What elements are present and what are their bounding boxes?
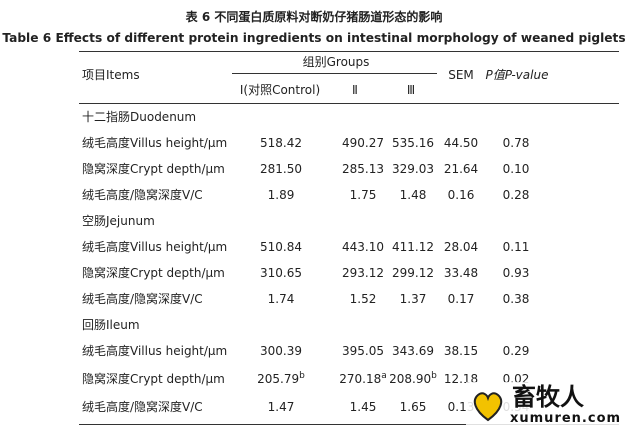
row-label: 隐窝深度Crypt depth/μm <box>82 162 225 176</box>
cell: 510.84 <box>260 240 302 254</box>
cell: 270.18a <box>339 371 387 387</box>
cell: 0.28 <box>502 188 530 202</box>
group-header: Ⅰ(对照Control) <box>239 83 321 97</box>
cell: 0.93 <box>502 266 530 280</box>
items-header: 项目Items <box>82 68 140 82</box>
watermark-url: xumuren.com <box>510 411 622 426</box>
cell: 518.42 <box>260 136 302 150</box>
watermark-cn: 畜牧人 <box>512 383 584 411</box>
cell: 0.29 <box>502 344 530 358</box>
cell: 21.64 <box>443 162 479 176</box>
cell: 0.17 <box>447 292 475 306</box>
cell: 0.10 <box>502 162 530 176</box>
cell: 28.04 <box>443 240 479 254</box>
header-rule <box>79 103 619 104</box>
sem-header: SEM <box>448 68 474 82</box>
cell: 299.12 <box>392 266 434 280</box>
cell: 1.52 <box>349 292 377 306</box>
cell: 44.50 <box>443 136 479 150</box>
row-label: 绒毛高度/隐窝深度V/C <box>82 400 203 414</box>
cell: 300.39 <box>260 344 302 358</box>
cell: 1.37 <box>399 292 427 306</box>
cell-value: 205.79 <box>257 372 300 386</box>
row-label: 隐窝深度Crypt depth/μm <box>82 266 225 280</box>
groups-header: 组别Groups <box>302 55 370 69</box>
cell: 1.47 <box>267 400 295 414</box>
row-label: 隐窝深度Crypt depth/μm <box>82 372 225 386</box>
cell: 411.12 <box>392 240 434 254</box>
groups-rule <box>232 73 437 74</box>
title-en: Table 6 Effects of different protein ing… <box>2 31 626 45</box>
row-label: 绒毛高度Villus height/μm <box>82 136 228 150</box>
row-label: 绒毛高度/隐窝深度V/C <box>82 292 203 306</box>
cell: 1.48 <box>399 188 427 202</box>
cell: 1.89 <box>267 188 295 202</box>
cell: 490.27 <box>342 136 384 150</box>
cell: 281.50 <box>260 162 302 176</box>
cell: 1.74 <box>267 292 295 306</box>
group-header: Ⅲ <box>406 83 416 97</box>
row-label: 绒毛高度/隐窝深度V/C <box>82 188 203 202</box>
cell: 1.75 <box>349 188 377 202</box>
cell: 0.38 <box>502 292 530 306</box>
title-cn: 表 6 不同蛋白质原料对断奶仔猪肠道形态的影响 <box>185 10 443 24</box>
cell: 0.16 <box>447 188 475 202</box>
cell: 535.16 <box>392 136 434 150</box>
cell: 310.65 <box>260 266 302 280</box>
cell-value: 270.18 <box>339 372 382 386</box>
cell: 293.12 <box>342 266 384 280</box>
cell: 343.69 <box>392 344 434 358</box>
cell: 208.90b <box>389 371 437 387</box>
row-label: 绒毛高度Villus height/μm <box>82 344 228 358</box>
cell: 1.65 <box>399 400 427 414</box>
significance: a <box>381 371 387 381</box>
p-header: P值P-value <box>485 68 549 82</box>
cell: 205.79b <box>257 371 305 387</box>
watermark: 畜牧人 xumuren.com <box>466 382 626 428</box>
cell: 443.10 <box>342 240 384 254</box>
cell: 285.13 <box>342 162 384 176</box>
significance: b <box>299 371 305 381</box>
cell: 0.78 <box>502 136 530 150</box>
watermark-logo <box>473 392 503 422</box>
cell: 33.48 <box>443 266 479 280</box>
bottom-rule <box>79 424 619 425</box>
cell: 395.05 <box>342 344 384 358</box>
row-label: 绒毛高度Villus height/μm <box>82 240 228 254</box>
cell: 0.11 <box>502 240 530 254</box>
cell: 38.15 <box>443 344 479 358</box>
significance: b <box>431 371 437 381</box>
section-name: 回肠Ileum <box>82 318 140 332</box>
section-name: 空肠Jejunum <box>82 214 155 228</box>
group-header: Ⅱ <box>352 83 358 97</box>
cell-value: 208.90 <box>389 372 432 386</box>
section-name: 十二指肠Duodenum <box>82 110 197 124</box>
top-rule <box>79 51 619 52</box>
cell: 329.03 <box>392 162 434 176</box>
cell: 1.45 <box>349 400 377 414</box>
